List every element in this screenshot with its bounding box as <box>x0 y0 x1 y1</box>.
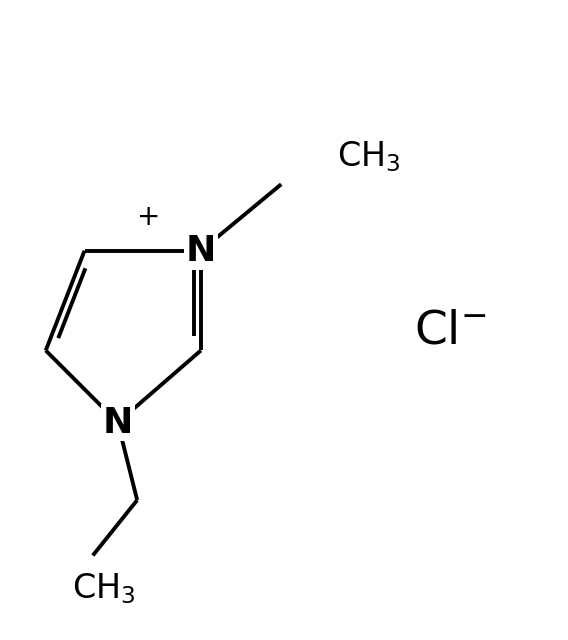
Text: N: N <box>103 406 133 440</box>
Text: +: + <box>136 204 160 232</box>
Text: CH$_3$: CH$_3$ <box>337 139 400 174</box>
Text: CH$_3$: CH$_3$ <box>72 572 136 606</box>
Text: Cl$^{-}$: Cl$^{-}$ <box>414 308 487 353</box>
Text: N: N <box>186 234 216 268</box>
